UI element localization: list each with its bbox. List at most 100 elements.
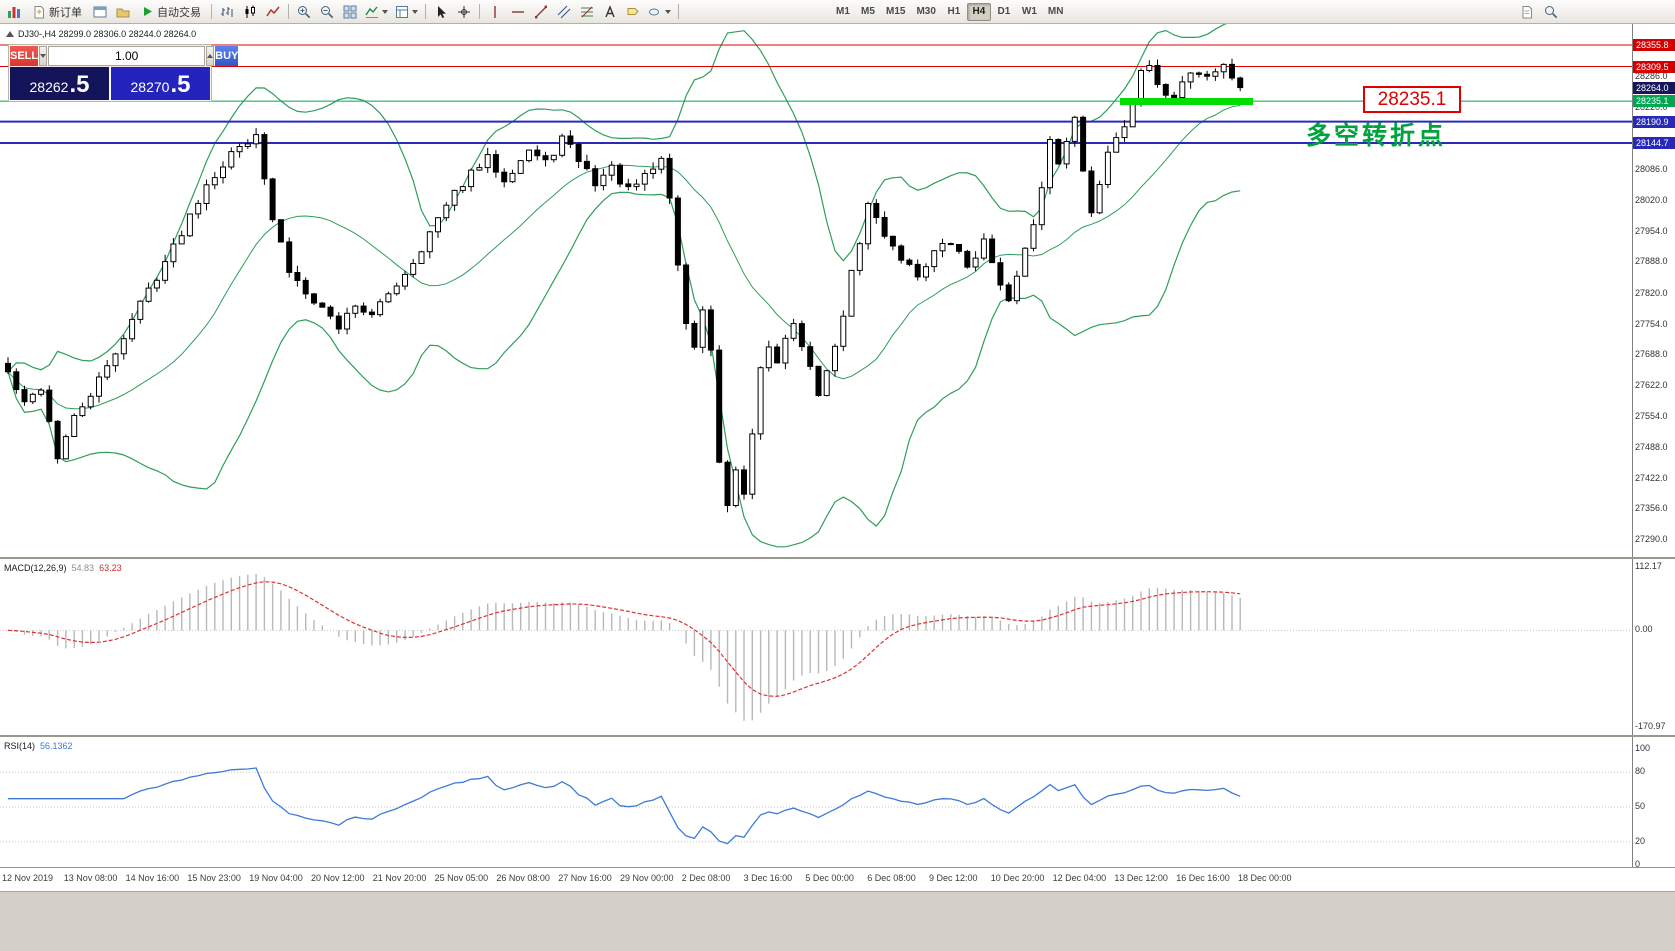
price-tick-label: 27422.0 (1635, 472, 1668, 483)
horizontal-line-icon[interactable] (507, 2, 529, 22)
price-tick-label: 27820.0 (1635, 287, 1668, 298)
line-chart-icon[interactable] (262, 2, 284, 22)
crosshair-icon[interactable] (453, 2, 475, 22)
price-tick-label: 27622.0 (1635, 379, 1668, 390)
rsi-axis-label: 100 (1635, 743, 1651, 753)
sell-price[interactable]: 28262 .5 (10, 67, 109, 100)
new-chart-icon[interactable] (1516, 2, 1538, 22)
rsi-value: 56.1362 (40, 741, 73, 751)
macd-axis-label: 112.17 (1635, 561, 1662, 571)
zoom-in-icon[interactable] (293, 2, 315, 22)
support-highlight-bar[interactable] (1120, 97, 1253, 105)
price-tick-label: 27688.0 (1635, 349, 1668, 360)
rsi-label: RSI(14) 56.1362 (4, 741, 73, 751)
profiles-icon[interactable] (112, 2, 134, 22)
timeframe-button-M1[interactable]: M1 (836, 6, 850, 17)
sell-button[interactable]: SELL (10, 46, 39, 66)
macd-name: MACD(12,26,9) (4, 563, 67, 573)
cursor-icon[interactable] (430, 2, 452, 22)
shapes-dropdown-icon[interactable] (645, 2, 674, 22)
toolbar-separator (479, 4, 480, 19)
text-icon[interactable] (599, 2, 621, 22)
timeframe-button-H1[interactable]: H1 (947, 6, 961, 17)
macd-histogram (15, 573, 1241, 721)
rsi-axis-label: 80 (1635, 766, 1646, 777)
search-icon[interactable] (1540, 2, 1562, 22)
timeframe-button-MN[interactable]: MN (1047, 6, 1064, 17)
channel-icon[interactable] (553, 2, 575, 22)
arrow-label-icon[interactable] (622, 2, 644, 22)
price-badge-28190.9: 28190.9 (1633, 115, 1675, 128)
caret-down-icon (40, 54, 47, 58)
sell-price-pips: .5 (69, 71, 90, 98)
trendline-icon[interactable] (530, 2, 552, 22)
new-order-button[interactable]: 新订单 (26, 2, 88, 22)
time-label: 5 Dec 00:00 (805, 873, 854, 883)
macd-signal-value: 63.23 (99, 563, 122, 573)
one-click-trading-panel: SELL BUY 28262 .5 28270 .5 (8, 44, 239, 102)
toolbar-right-group (1516, 2, 1562, 22)
caret-up-icon (207, 54, 214, 58)
volume-decrease-button[interactable] (39, 46, 48, 66)
tile-windows-icon[interactable] (339, 2, 361, 22)
time-label: 12 Nov 2019 (2, 873, 54, 883)
panel-splitter[interactable] (0, 867, 1675, 868)
autotrading-button[interactable]: 自动交易 (135, 2, 207, 22)
price-badge-28144.7: 28144.7 (1633, 137, 1675, 150)
time-label: 12 Dec 04:00 (1052, 873, 1107, 883)
candles-chart-icon[interactable] (239, 2, 261, 22)
price-tick-label: 27488.0 (1635, 442, 1668, 453)
panel-splitter[interactable] (0, 735, 1675, 737)
price-tick-label: 27888.0 (1635, 256, 1668, 267)
panel-splitter[interactable] (0, 557, 1675, 559)
buy-price[interactable]: 28270 .5 (111, 67, 210, 100)
price-tick-label: 28286.0 (1635, 71, 1668, 82)
price-callout[interactable]: 28235.1 (1363, 86, 1461, 113)
fibonacci-icon[interactable] (576, 2, 598, 22)
zoom-out-icon[interactable] (316, 2, 338, 22)
timeframe-button-D1[interactable]: D1 (997, 6, 1011, 17)
timeframe-button-H4[interactable]: H4 (966, 2, 991, 21)
vertical-line-icon[interactable] (484, 2, 506, 22)
price-badge-28264.0: 28264.0 (1633, 81, 1675, 94)
price-badge-28355.8: 28355.8 (1633, 39, 1675, 51)
rsi-axis-label: 0 (1635, 859, 1641, 869)
chart-window-icon[interactable] (89, 2, 111, 22)
bollinger-lower-band (7, 190, 1241, 548)
templates-icon[interactable] (392, 2, 421, 22)
symbol-marker-icon (6, 31, 14, 37)
shapes-dropdown-caret (665, 9, 671, 14)
time-label: 26 Nov 08:00 (496, 873, 550, 883)
rsi-panel[interactable] (0, 737, 1632, 867)
time-label: 20 Nov 12:00 (311, 873, 365, 883)
indicators-icon[interactable] (362, 2, 391, 22)
time-label: 10 Dec 20:00 (990, 873, 1045, 883)
timeframe-group: M1 M5 M15 M30 H1 H4 D1 W1 MN (831, 2, 1068, 21)
candles (5, 58, 1244, 513)
buy-price-pips: .5 (170, 71, 191, 98)
autotrading-label: 自动交易 (157, 6, 201, 19)
macd-panel[interactable] (0, 559, 1632, 735)
turning-point-label[interactable]: 多空转折点 (1306, 122, 1447, 150)
time-label: 6 Dec 08:00 (867, 873, 916, 883)
app-icon (3, 2, 25, 22)
price-tick-label: 27290.0 (1635, 534, 1668, 544)
buy-button[interactable]: BUY (215, 46, 239, 66)
ohlc-header: DJ30-,H4 28299.0 28306.0 28244.0 28264.0 (18, 29, 197, 39)
timeframe-button-M30[interactable]: M30 (916, 6, 936, 17)
time-label: 16 Dec 16:00 (1176, 873, 1230, 883)
macd-axis-label: 0.00 (1635, 624, 1653, 635)
timeframe-button-M5[interactable]: M5 (861, 6, 875, 17)
timeframe-button-W1[interactable]: W1 (1021, 6, 1037, 17)
new-order-label: 新订单 (49, 6, 82, 19)
time-label: 19 Nov 04:00 (249, 873, 303, 883)
timeframe-button-M15[interactable]: M15 (886, 6, 906, 17)
bars-chart-icon[interactable] (216, 2, 238, 22)
time-axis[interactable]: 12 Nov 2019 13 Nov 08:00 14 Nov 16:00 15 No… (0, 868, 1632, 891)
price-axis[interactable]: 28286.0 28220.0 28086.0 28020.0 27954.0 27888… (1632, 24, 1675, 869)
volume-increase-button[interactable] (206, 46, 215, 66)
volume-input[interactable] (48, 46, 206, 66)
main-chart[interactable] (0, 24, 1632, 557)
time-label: 25 Nov 05:00 (434, 873, 489, 883)
time-label: 15 Nov 23:00 (187, 873, 241, 883)
